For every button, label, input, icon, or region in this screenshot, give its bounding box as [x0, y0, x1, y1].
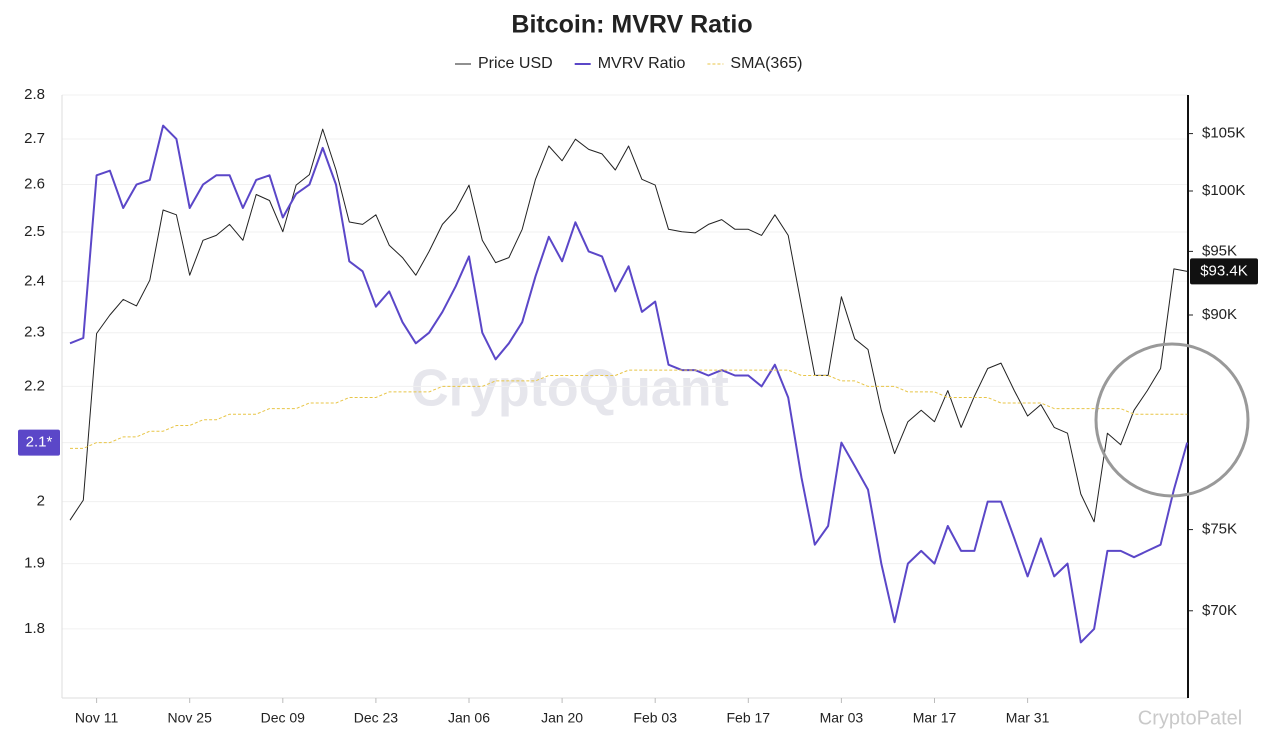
end-label: $93.4K — [1200, 262, 1248, 279]
end-badge — [18, 429, 60, 456]
x-tick-label: Feb 03 — [633, 710, 677, 726]
y2-tick-label: $70K — [1202, 602, 1237, 619]
y-tick-label: 2.8 — [24, 86, 45, 103]
y2-tick-label: $105K — [1202, 125, 1245, 142]
y2-tick-label: $95K — [1202, 242, 1237, 259]
x-tick-label: Mar 17 — [913, 710, 957, 726]
watermark: CryptoPatel — [1138, 707, 1243, 729]
x-tick-label: Jan 06 — [448, 710, 490, 726]
x-tick-label: Dec 23 — [354, 710, 399, 726]
x-tick-label: Nov 11 — [75, 710, 119, 726]
x-tick-label: Feb 17 — [727, 710, 771, 726]
y-tick-label: 1.9 — [24, 555, 45, 572]
y2-tick-label: $90K — [1202, 306, 1237, 323]
x-tick-label: Jan 20 — [541, 710, 583, 726]
end-label: 2.1* — [26, 434, 53, 451]
y-tick-label: 2.4 — [24, 272, 45, 289]
series-line — [69, 128, 1188, 523]
magnifier — [1094, 342, 1250, 498]
legend-item: MVRV Ratio — [574, 55, 686, 72]
x-tick-label: Dec 09 — [261, 710, 306, 726]
chart-title: Bitcoin: MVRV Ratio — [511, 11, 752, 39]
y2-tick-label: $100K — [1202, 182, 1245, 199]
legend-item: Price USD — [455, 55, 553, 72]
end-badge — [1190, 258, 1258, 285]
x-tick-label: Nov 25 — [168, 710, 213, 726]
y-tick-label: 2.7 — [24, 130, 45, 147]
y2-tick-label: $75K — [1202, 521, 1237, 538]
watermark: CryptoQuant — [411, 360, 729, 418]
y-tick-label: 2.3 — [24, 324, 45, 341]
x-tick-label: Mar 03 — [820, 710, 864, 726]
y-tick-label: 2 — [37, 493, 45, 510]
y-tick-label: 2.5 — [24, 223, 45, 240]
legend-label: SMA(365) — [730, 55, 802, 72]
legend-item: SMA(365) — [707, 55, 802, 72]
y-tick-label: 2.6 — [24, 176, 45, 193]
x-tick-label: Mar 31 — [1006, 710, 1050, 726]
legend-label: Price USD — [478, 55, 553, 72]
legend-label: MVRV Ratio — [598, 55, 686, 72]
y-tick-label: 2.2 — [24, 377, 45, 394]
series-line — [69, 124, 1189, 644]
y-tick-label: 1.8 — [24, 620, 45, 637]
